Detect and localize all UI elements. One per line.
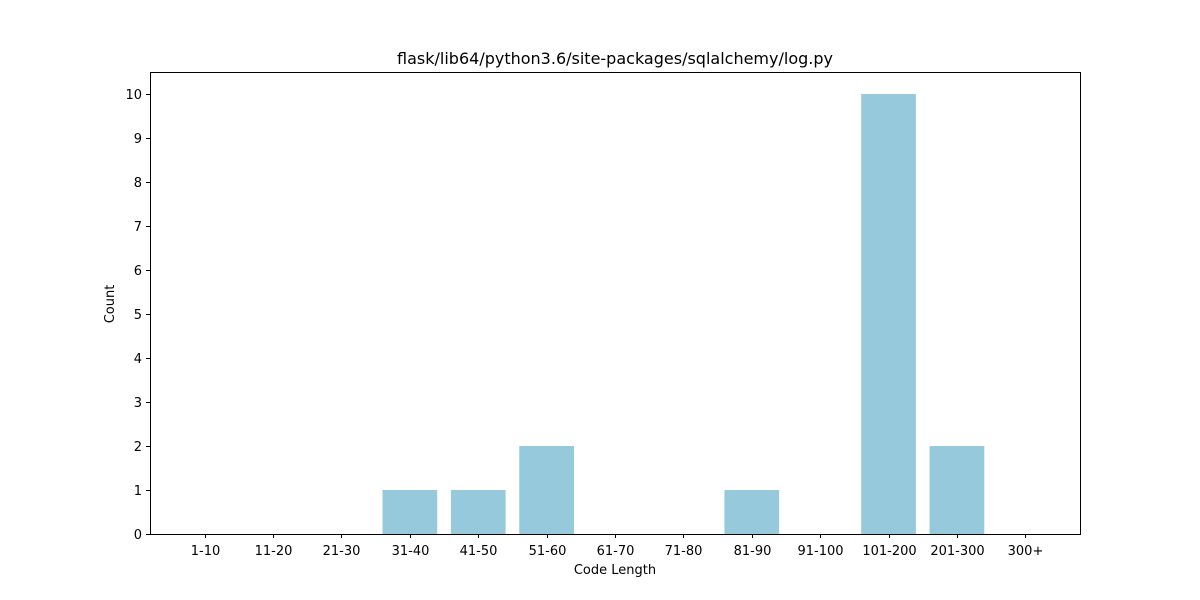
x-tick-label: 300+ [1008,544,1044,559]
x-tick-label: 41-50 [460,544,498,559]
y-tick-label: 5 [134,308,142,323]
x-axis: 1-10 11-20 21-30 31-40 41-50 51-60 61-70 71-80 8… [191,534,1044,559]
chart-title: flask/lib64/python3.6/site-packages/sqla… [397,49,833,68]
x-tick-label: 201-300 [930,544,984,559]
bar-51-60 [519,446,574,534]
x-tick-label: 101-200 [862,544,916,559]
bar-31-40 [382,490,438,534]
y-tick-label: 8 [134,176,142,191]
y-tick-label: 7 [134,220,142,235]
bar-201-300 [929,446,985,534]
x-axis-label: Code Length [574,563,656,578]
x-tick-label: 91-100 [797,544,843,559]
bar-41-50 [450,490,506,534]
bar-101-200 [861,94,916,534]
y-tick-label: 1 [134,484,142,499]
x-tick-label: 81-90 [734,544,772,559]
y-tick-label: 0 [134,528,142,543]
y-tick-label: 3 [134,396,142,411]
y-tick-label: 6 [134,264,142,279]
y-tick-label: 10 [125,88,142,103]
x-tick-label: 21-30 [323,544,361,559]
y-axis: 0 1 2 3 4 5 6 7 8 9 10 [125,88,150,543]
y-axis-label: Count [103,285,118,324]
y-tick-label: 9 [134,132,142,147]
x-tick-label: 61-70 [597,544,635,559]
y-tick-label: 4 [134,352,142,367]
x-tick-label: 11-20 [255,544,293,559]
bars-layer [382,94,985,534]
bar-81-90 [724,490,780,534]
x-tick-label: 31-40 [392,544,430,559]
y-tick-label: 2 [134,440,142,455]
x-tick-label: 71-80 [665,544,703,559]
x-tick-label: 1-10 [191,544,221,559]
x-tick-label: 51-60 [529,544,567,559]
